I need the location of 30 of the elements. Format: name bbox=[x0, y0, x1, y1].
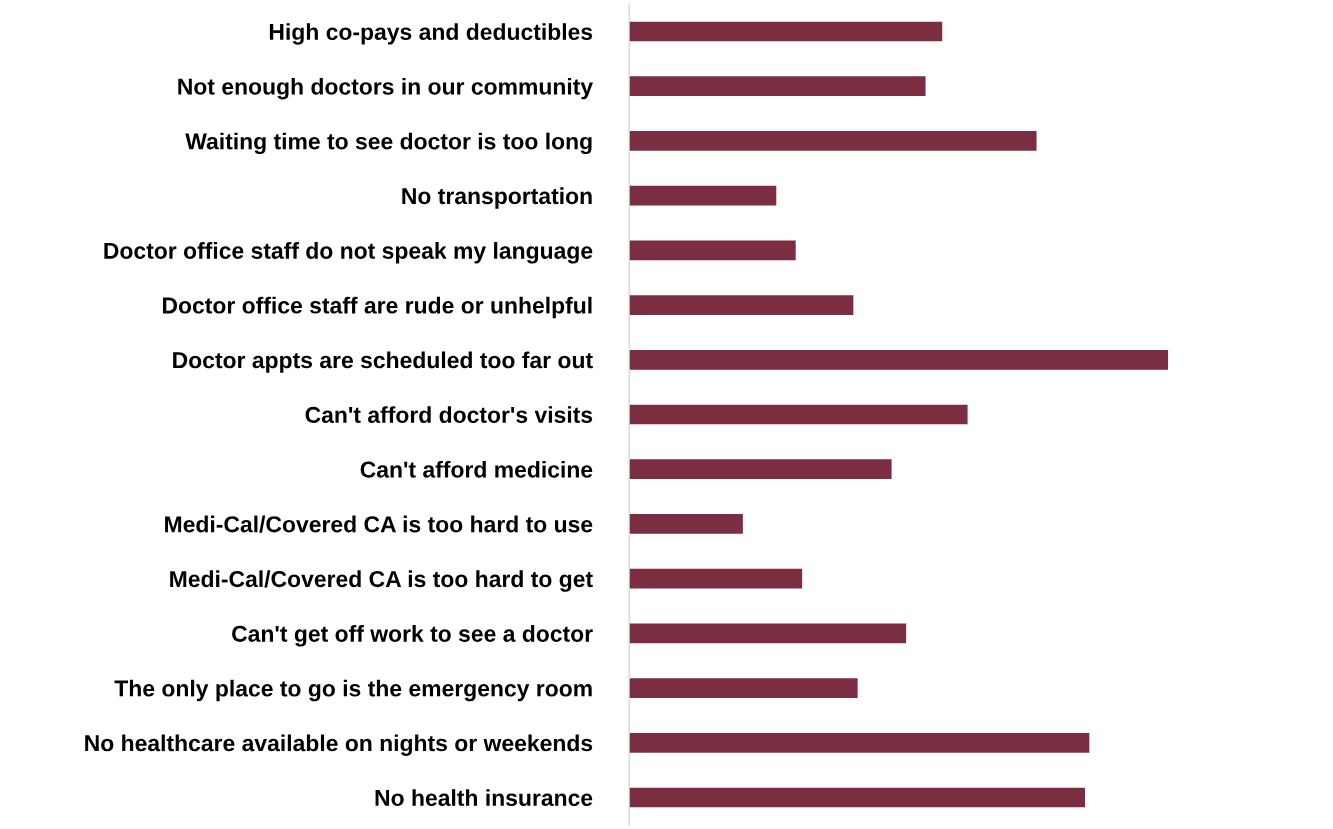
y-tick-label: Medi-Cal/Covered CA is too hard to get bbox=[170, 570, 593, 592]
y-tick-label: No health insurance bbox=[375, 789, 593, 807]
bar bbox=[629, 404, 968, 425]
bar bbox=[629, 514, 743, 534]
y-tick-label: Waiting time to see doctor is too long bbox=[185, 132, 592, 155]
y-tick-label: Not enough doctors in our community bbox=[178, 77, 593, 100]
bar bbox=[629, 240, 796, 261]
bar bbox=[629, 678, 858, 698]
y-tick-label: High co-pays and deductibles bbox=[269, 23, 593, 45]
bar bbox=[629, 131, 1037, 151]
bar bbox=[629, 21, 943, 42]
y-tick-label: Doctor office staff are rude or unhelpful bbox=[162, 296, 592, 319]
y-tick-label: No transportation bbox=[402, 187, 592, 209]
y-tick-label: Can't afford doctor's visits bbox=[305, 406, 593, 424]
y-tick-label: Can't get off work to see a doctor bbox=[232, 625, 593, 647]
bar bbox=[629, 185, 777, 206]
y-tick-label: Can't afford medicine bbox=[360, 460, 593, 478]
bar bbox=[629, 787, 1086, 808]
y-tick-label: The only place to go is the emergency room bbox=[114, 679, 592, 702]
y-tick-label: Doctor office staff do not speak my language bbox=[104, 242, 593, 264]
bar bbox=[629, 568, 803, 589]
bar bbox=[629, 732, 1090, 753]
bar bbox=[629, 76, 926, 97]
bar bbox=[629, 623, 907, 644]
y-tick-label: Doctor appts are scheduled too far out bbox=[173, 351, 593, 373]
bar bbox=[629, 459, 892, 480]
y-tick-label: No healthcare available on nights or weekends bbox=[85, 734, 593, 756]
y-tick-label: Medi-Cal/Covered CA is too hard to use bbox=[165, 515, 593, 533]
bar bbox=[629, 295, 854, 315]
bar bbox=[629, 349, 1169, 370]
